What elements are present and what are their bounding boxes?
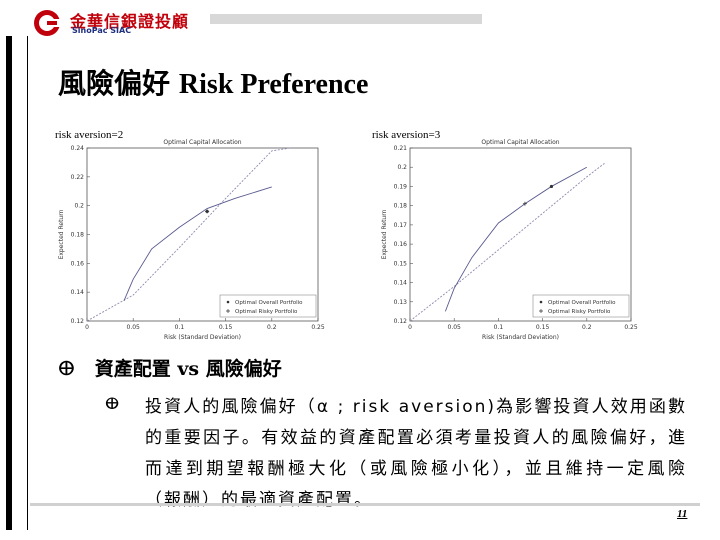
- bullet-level1: ⴲ 資產配置 vs 風險偏好: [58, 354, 282, 381]
- chart-2-title: Optimal Capital Allocation: [481, 139, 559, 146]
- chart-2-label: risk aversion=3: [372, 129, 441, 141]
- chart-1-legend-label-1: Optimal Overall Portfolio: [235, 300, 303, 306]
- chart-1-ytick-label: 0.16: [71, 260, 85, 267]
- logo-text-zh: 金華信銀證投顧: [70, 12, 190, 31]
- chart-1-axes-box: [86, 147, 319, 322]
- chart-2-ytick-label: 0.13: [394, 299, 408, 306]
- chart-1-series-1-line: [123, 186, 272, 301]
- bullet-level1-text: 資產配置 vs 風險偏好: [94, 358, 282, 380]
- chart-2-legend-box: [532, 294, 630, 318]
- chart-1-legend-box: [219, 294, 317, 318]
- chart-1-series-0-line: [86, 147, 291, 322]
- bullet-level1-mark: ⴲ: [58, 358, 75, 380]
- chart-1-xtick-label: 0.05: [127, 324, 141, 331]
- bullet-level2-text: 投資人的風險偏好（α ; risk aversion)為影響投資人效用函數的重要…: [145, 397, 687, 510]
- chart-2-legend-marker-2: [539, 309, 543, 313]
- chart-2-xtick-label: 0.05: [448, 324, 462, 331]
- chart-1-legend-marker-2: [226, 309, 230, 313]
- chart-2-ytick-label: 0.21: [394, 145, 408, 152]
- chart-1-ytick-label: 0.18: [71, 232, 85, 239]
- chart-2-ytick-label: 0.19: [394, 183, 408, 190]
- chart-2-xtick-label: 0.2: [582, 324, 592, 331]
- chart-2-risky-portfolio-point: [522, 201, 527, 206]
- chart-1-legend-marker-1: [226, 300, 230, 304]
- chart-1-title: Optimal Capital Allocation: [163, 139, 241, 146]
- header-divider: [210, 14, 482, 24]
- chart-2-ytick-label: 0.17: [394, 222, 408, 229]
- chart-2-legend-label-1: Optimal Overall Portfolio: [548, 300, 616, 306]
- chart-2-ytick-label: 0.15: [394, 260, 408, 267]
- chart-1-risky-portfolio-point: [205, 209, 210, 214]
- chart-1-ytick-label: 0.14: [71, 289, 85, 296]
- chart-2-plot: Optimal Capital Allocation Risk (Standard…: [381, 139, 638, 341]
- chart-1-xtick-label: 0: [85, 324, 89, 331]
- chart-2-legend-label-2: Optimal Risky Portfolio: [548, 309, 611, 315]
- chart-1-xtick-label: 0.1: [175, 324, 185, 331]
- chart-1-xtick-label: 0.2: [267, 324, 277, 331]
- slide-title: 風險偏好 Risk Preference: [58, 62, 368, 102]
- sinopac-logo-icon: [34, 10, 61, 36]
- chart-2-xtick-label: 0: [408, 324, 412, 331]
- chart-2-legend-marker-1: [539, 300, 543, 304]
- chart-2-ytick-label: 0.12: [394, 318, 408, 325]
- chart-1-xtick-label: 0.15: [219, 324, 233, 331]
- chart-2-series-0-line: [409, 163, 605, 322]
- chart-2-xtick-label: 0.1: [494, 324, 504, 331]
- chart-2-overall-portfolio-point: [549, 184, 554, 189]
- page-number: 11: [677, 508, 688, 520]
- logo-text-en: SinoPac SIAC: [72, 26, 132, 35]
- slide-title-zh: 風險偏好: [58, 67, 171, 100]
- chart-1-ytick-label: 0.24: [71, 145, 85, 152]
- chart-2-ytick-label: 0.14: [394, 280, 408, 287]
- chart-2-xtick-label: 0.25: [624, 324, 638, 331]
- bullet-level2: ⴲ 投資人的風險偏好（α ; risk aversion)為影響投資人效用函數的…: [105, 392, 687, 516]
- footer-divider: [30, 503, 700, 506]
- chart-1-ylabel: Expected Return: [58, 209, 65, 259]
- chart-2-ytick-label: 0.18: [394, 203, 408, 210]
- chart-1-xlabel: Risk (Standard Deviation): [164, 334, 241, 341]
- slide-title-en: Risk Preference: [178, 69, 369, 100]
- chart-1-ytick-label: 0.2: [74, 203, 84, 210]
- chart-1-ytick-label: 0.22: [71, 174, 85, 181]
- chart-1-label: risk aversion=2: [55, 129, 124, 141]
- chart-2-xlabel: Risk (Standard Deviation): [482, 334, 559, 341]
- chart-1-legend-label-2: Optimal Risky Portfolio: [235, 309, 298, 315]
- chart-2-ytick-label: 0.16: [394, 241, 408, 248]
- chart-1-xtick-label: 0.25: [311, 324, 325, 331]
- left-frame-bar: [6, 36, 28, 530]
- bullet-level2-mark: ⴲ: [105, 394, 120, 413]
- chart-2-xtick-label: 0.15: [536, 324, 550, 331]
- chart-2-ytick-label: 0.2: [397, 164, 407, 171]
- chart-1-ytick-label: 0.12: [71, 318, 85, 325]
- chart-2-ylabel: Expected Return: [381, 209, 388, 259]
- chart-1-plot: Optimal Capital Allocation Risk (Standard…: [58, 139, 325, 341]
